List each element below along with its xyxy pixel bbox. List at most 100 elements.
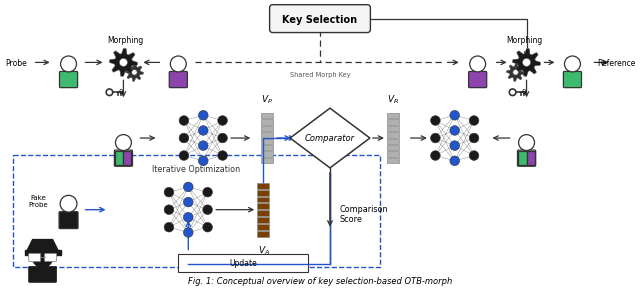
Bar xyxy=(257,190,269,195)
Circle shape xyxy=(203,222,212,232)
Bar xyxy=(13,155,380,267)
Bar xyxy=(257,197,269,202)
Circle shape xyxy=(469,133,479,143)
Circle shape xyxy=(218,116,227,125)
FancyBboxPatch shape xyxy=(59,212,78,229)
Bar xyxy=(257,231,269,237)
Circle shape xyxy=(470,56,486,72)
Bar xyxy=(387,126,399,131)
Circle shape xyxy=(115,135,131,151)
FancyBboxPatch shape xyxy=(45,253,56,262)
Circle shape xyxy=(431,116,440,125)
Bar xyxy=(387,139,399,144)
Circle shape xyxy=(60,195,77,212)
Text: 0: 0 xyxy=(522,89,526,95)
Circle shape xyxy=(179,151,189,160)
Text: Reference: Reference xyxy=(597,59,636,68)
Bar xyxy=(261,139,273,144)
Circle shape xyxy=(450,126,460,135)
Text: 0: 0 xyxy=(118,89,123,95)
Circle shape xyxy=(518,135,534,151)
Text: Fake
Probe: Fake Probe xyxy=(29,195,49,208)
FancyBboxPatch shape xyxy=(269,5,371,32)
Polygon shape xyxy=(115,151,124,165)
Text: Comparison
Score: Comparison Score xyxy=(340,205,388,224)
Circle shape xyxy=(218,151,227,160)
Circle shape xyxy=(450,141,460,151)
Circle shape xyxy=(179,116,189,125)
Bar xyxy=(25,251,61,255)
Circle shape xyxy=(61,56,77,72)
Text: Morphing: Morphing xyxy=(506,36,543,45)
Bar xyxy=(257,210,269,216)
Bar xyxy=(257,217,269,223)
Polygon shape xyxy=(124,151,131,165)
Circle shape xyxy=(469,116,479,125)
FancyBboxPatch shape xyxy=(468,71,486,88)
FancyBboxPatch shape xyxy=(563,71,582,88)
Circle shape xyxy=(203,205,212,215)
Circle shape xyxy=(184,197,193,207)
Circle shape xyxy=(184,182,193,192)
Polygon shape xyxy=(125,64,143,81)
FancyBboxPatch shape xyxy=(29,253,40,262)
Text: Probe: Probe xyxy=(6,59,28,68)
Circle shape xyxy=(431,151,440,160)
Circle shape xyxy=(184,213,193,222)
Bar xyxy=(257,203,269,209)
Circle shape xyxy=(198,156,208,166)
Text: $V_R$: $V_R$ xyxy=(387,94,399,106)
Circle shape xyxy=(164,187,174,197)
Bar xyxy=(257,224,269,230)
Bar xyxy=(261,132,273,137)
Polygon shape xyxy=(27,240,59,251)
Bar xyxy=(261,151,273,157)
Circle shape xyxy=(132,70,137,75)
Circle shape xyxy=(522,58,531,66)
Text: Key Selection: Key Selection xyxy=(282,14,358,25)
Polygon shape xyxy=(507,64,525,81)
Bar xyxy=(261,145,273,151)
Text: Iterative Optimization: Iterative Optimization xyxy=(152,165,241,174)
Circle shape xyxy=(431,133,440,143)
Polygon shape xyxy=(290,108,370,168)
Circle shape xyxy=(469,151,479,160)
Polygon shape xyxy=(109,48,138,76)
FancyBboxPatch shape xyxy=(29,267,56,282)
Text: Morphing: Morphing xyxy=(108,36,143,45)
Text: Update: Update xyxy=(229,259,257,268)
Text: $V_A$: $V_A$ xyxy=(258,244,270,257)
Bar xyxy=(261,119,273,125)
Circle shape xyxy=(33,247,52,267)
Bar xyxy=(387,145,399,151)
Bar xyxy=(387,132,399,137)
Circle shape xyxy=(170,56,186,72)
Circle shape xyxy=(164,222,174,232)
Circle shape xyxy=(198,126,208,135)
FancyBboxPatch shape xyxy=(60,71,77,88)
Polygon shape xyxy=(513,48,541,76)
Circle shape xyxy=(120,58,127,66)
Text: Shared Morph Key: Shared Morph Key xyxy=(290,72,350,78)
Text: Fig. 1: Conceptual overview of key selection-based OTB-morph: Fig. 1: Conceptual overview of key selec… xyxy=(188,277,452,286)
Circle shape xyxy=(198,141,208,151)
Bar xyxy=(387,119,399,125)
Circle shape xyxy=(450,110,460,120)
Circle shape xyxy=(198,110,208,120)
Bar xyxy=(261,158,273,163)
Bar xyxy=(179,254,308,272)
Circle shape xyxy=(218,133,227,143)
Circle shape xyxy=(513,70,518,75)
Polygon shape xyxy=(527,151,534,165)
Bar xyxy=(261,126,273,131)
Polygon shape xyxy=(518,151,527,165)
Circle shape xyxy=(184,228,193,237)
Text: $V_P$: $V_P$ xyxy=(261,94,273,106)
Circle shape xyxy=(179,133,189,143)
Bar xyxy=(261,113,273,118)
Text: Comparator: Comparator xyxy=(305,133,355,142)
Bar xyxy=(257,183,269,189)
Circle shape xyxy=(450,156,460,166)
Circle shape xyxy=(203,187,212,197)
FancyBboxPatch shape xyxy=(169,71,188,88)
